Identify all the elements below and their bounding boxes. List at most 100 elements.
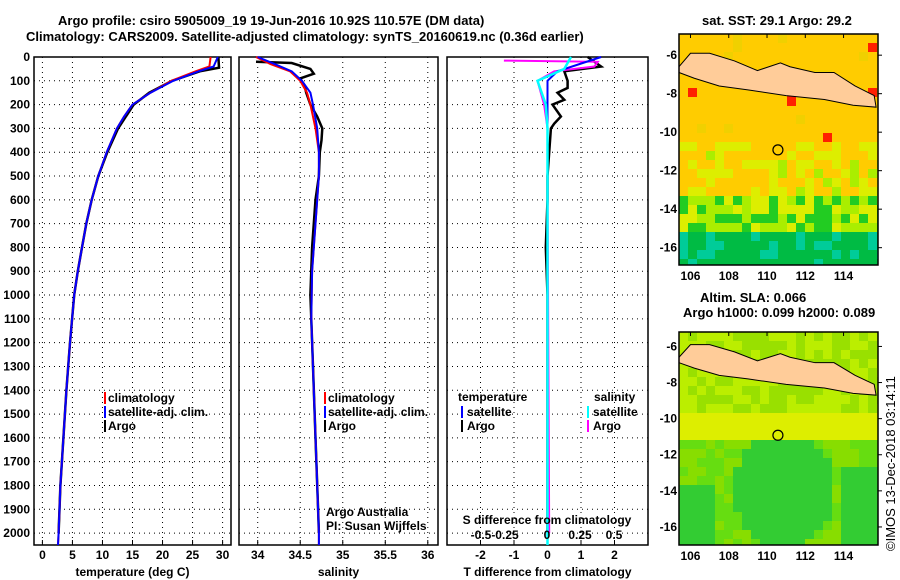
map-cell: [841, 34, 850, 43]
map-cell: [832, 196, 841, 205]
map-cell: [742, 250, 751, 259]
y-tick-label: 0: [23, 50, 30, 64]
map-cell: [823, 205, 832, 214]
map-cell: [868, 503, 877, 512]
map-cell: [796, 169, 805, 178]
map-cell: [724, 413, 733, 422]
map-cell: [859, 422, 868, 431]
map-cell: [787, 467, 796, 476]
map-cell: [787, 196, 796, 205]
map-cell: [823, 34, 832, 43]
map-cell: [868, 512, 877, 521]
map-cell: [760, 178, 769, 187]
map-cell: [769, 34, 778, 43]
map-cell: [688, 395, 697, 404]
map-cell: [868, 34, 877, 43]
map-cell: [805, 521, 814, 530]
map-cell: [859, 431, 868, 440]
map-cell: [679, 43, 688, 52]
map-cell: [715, 43, 724, 52]
map-cell: [733, 196, 742, 205]
map-cell: [814, 187, 823, 196]
map-cell: [706, 205, 715, 214]
map-cell: [751, 476, 760, 485]
map-cell: [778, 422, 787, 431]
map-cell: [832, 539, 841, 545]
map-cell: [841, 341, 850, 350]
map-cell: [850, 34, 859, 43]
map-lat-label: -8: [666, 87, 677, 101]
map-cell: [787, 133, 796, 142]
map-cell: [814, 350, 823, 359]
map-cell: [697, 467, 706, 476]
map-cell: [850, 440, 859, 449]
map-cell: [769, 458, 778, 467]
map-cell: [787, 169, 796, 178]
map-cell: [796, 232, 805, 241]
map-cell: [715, 341, 724, 350]
map-cell: [832, 223, 841, 232]
map-cell: [697, 79, 706, 88]
map-cell: [832, 43, 841, 52]
map-cell: [823, 422, 832, 431]
map-cell: [859, 178, 868, 187]
map-cell: [868, 232, 877, 241]
map-cell: [706, 34, 715, 43]
map-cell: [760, 341, 769, 350]
map-cell: [850, 422, 859, 431]
x-tick-label: 36: [421, 548, 435, 562]
map-cell: [751, 232, 760, 241]
legend-label: Argo: [467, 419, 495, 433]
map-cell: [841, 503, 850, 512]
map-cell: [742, 88, 751, 97]
map-cell: [715, 449, 724, 458]
map-cell: [742, 422, 751, 431]
map-cell: [724, 88, 733, 97]
y-tick-label: 1500: [3, 407, 30, 421]
map-cell: [805, 476, 814, 485]
map-cell: [868, 485, 877, 494]
map-cell: [805, 386, 814, 395]
map-cell: [841, 250, 850, 259]
map-cell: [715, 124, 724, 133]
map-cell: [697, 124, 706, 133]
map-cell: [814, 259, 823, 265]
climatology-line: [57, 56, 212, 546]
map-cell: [850, 521, 859, 530]
map-cell: [760, 61, 769, 70]
map-cell: [688, 449, 697, 458]
map-cell: [850, 241, 859, 250]
map-cell: [859, 214, 868, 223]
map-cell: [778, 151, 787, 160]
map-cell: [679, 422, 688, 431]
map-lat-label: -16: [660, 520, 678, 534]
legend-label: climatology: [108, 391, 175, 405]
map-cell: [787, 494, 796, 503]
map-cell: [769, 187, 778, 196]
map-cell: [814, 458, 823, 467]
map-cell: [796, 214, 805, 223]
map-cell: [760, 503, 769, 512]
map-cell: [787, 142, 796, 151]
legend-swatch: [104, 406, 106, 418]
legend-label: Argo: [328, 419, 356, 433]
map-cell: [787, 115, 796, 124]
map-cell: [679, 187, 688, 196]
map-cell: [715, 259, 724, 265]
map-cell: [751, 521, 760, 530]
map-cell: [823, 395, 832, 404]
map-cell: [706, 512, 715, 521]
map-cell: [778, 34, 787, 43]
map-cell: [850, 449, 859, 458]
map-cell: [742, 97, 751, 106]
map-cell: [832, 205, 841, 214]
t-argo-diff-line: [544, 55, 605, 534]
map-cell: [742, 395, 751, 404]
x-tick-label: 10: [96, 548, 110, 562]
map-cell: [850, 476, 859, 485]
map-cell: [814, 494, 823, 503]
map-cell: [859, 530, 868, 539]
map-cell: [679, 241, 688, 250]
map-cell: [742, 377, 751, 386]
map-cell: [850, 178, 859, 187]
